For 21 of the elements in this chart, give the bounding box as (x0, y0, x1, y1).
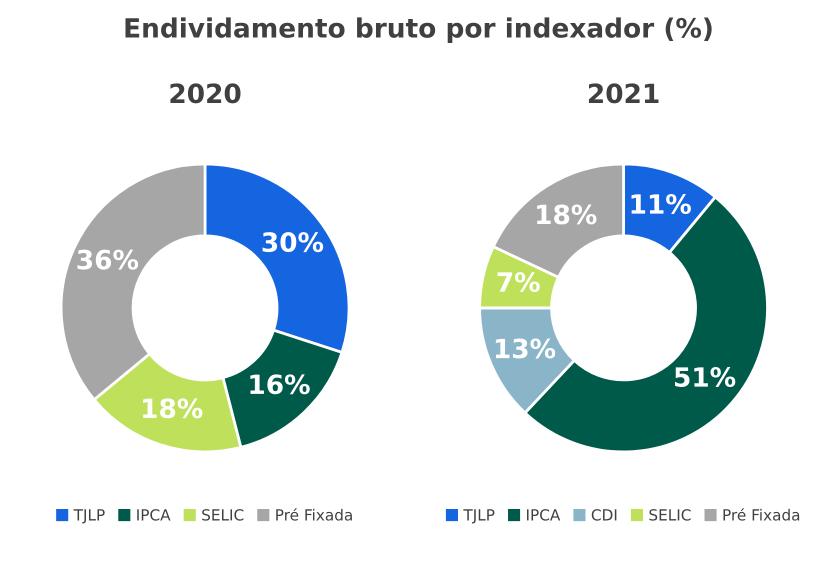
data-label: 36% (78, 250, 138, 270)
legend-label: SELIC (202, 509, 244, 521)
data-label: 16% (250, 374, 310, 394)
data-label: 30% (262, 232, 324, 252)
legend-label: TJLP (463, 509, 494, 524)
legend-label: IPCA (527, 509, 560, 521)
legend-label: Pré Fixada (724, 508, 800, 521)
legend-label: SELIC (649, 509, 691, 521)
legend-label: TJLP (74, 509, 105, 524)
data-label: 51% (675, 367, 736, 387)
data-label: 18% (537, 204, 596, 224)
chart-subtitle: 2020 (170, 83, 241, 104)
data-label: 11% (632, 194, 691, 214)
data-label: 13% (496, 338, 556, 358)
legend-label: CDI (592, 509, 616, 521)
data-label: 7% (498, 272, 540, 292)
chart-title: 2021 (588, 83, 658, 104)
data-label: 18% (143, 398, 202, 418)
legend-label: IPCA (137, 509, 170, 521)
text: Endividamento bruto por indexador (%) (125, 17, 712, 43)
legend-label: Pré Fixada (276, 508, 352, 521)
